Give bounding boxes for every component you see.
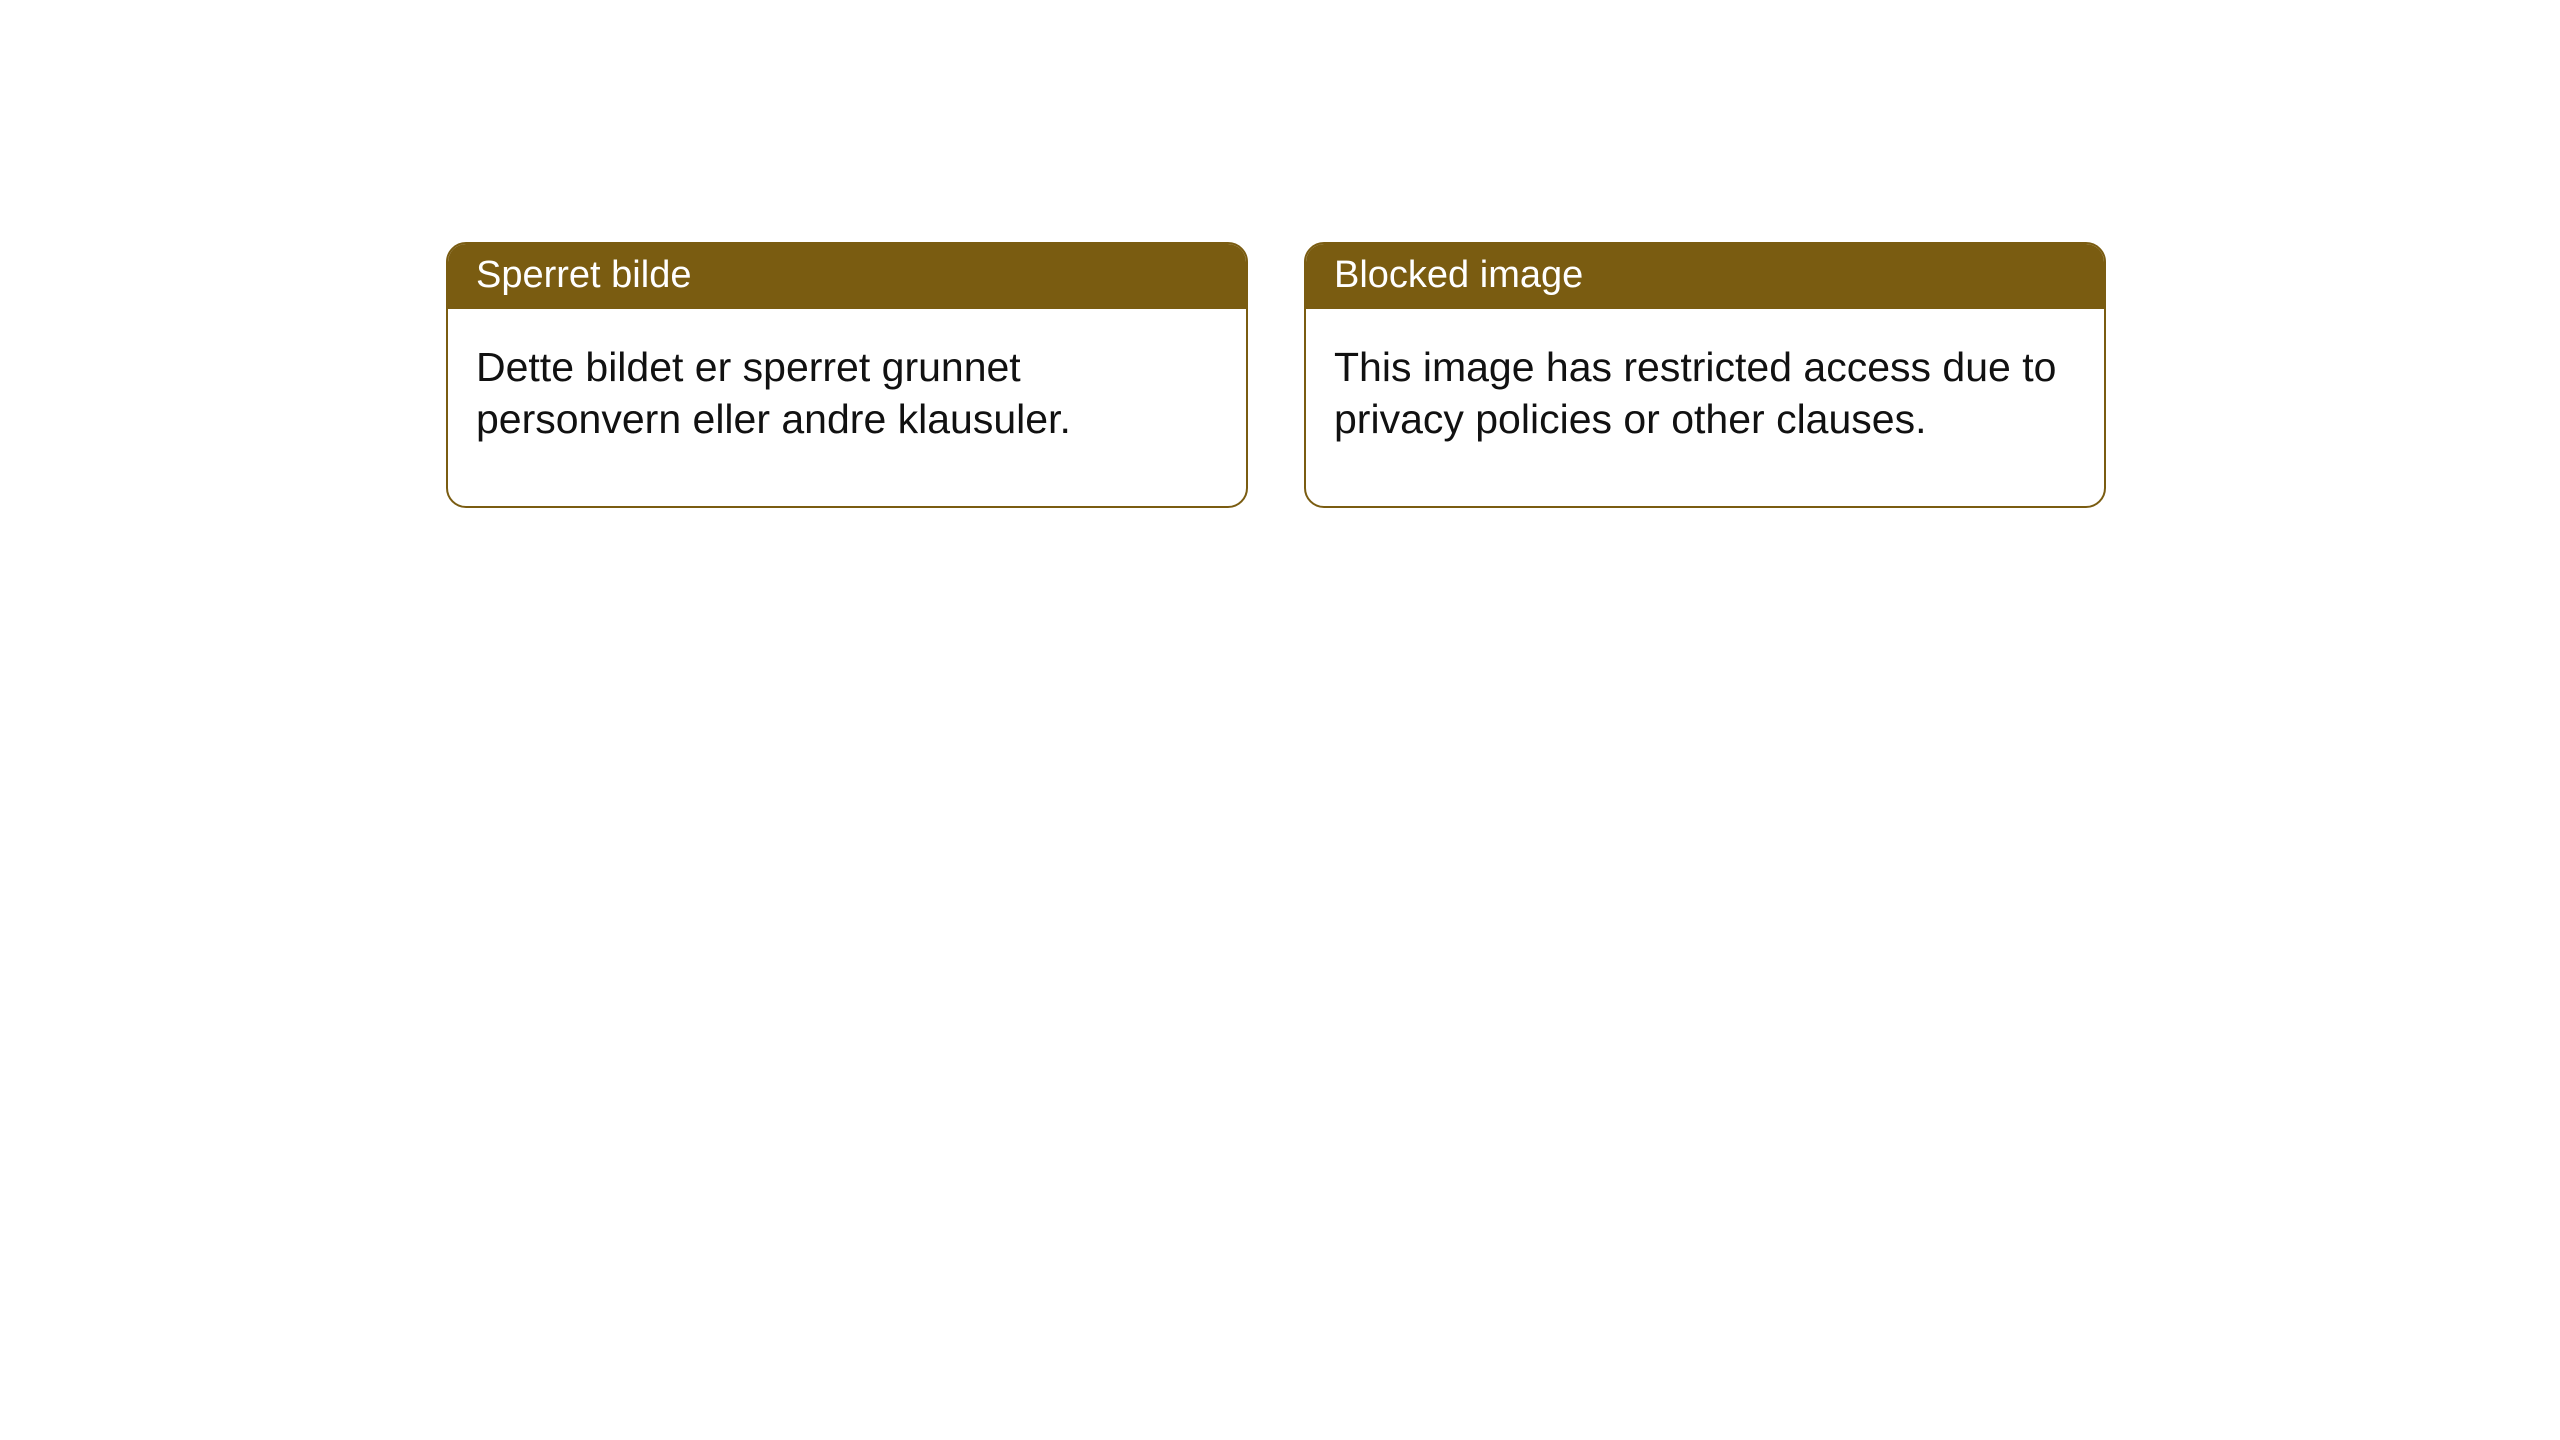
notice-card-norwegian: Sperret bilde Dette bildet er sperret gr… <box>446 242 1248 508</box>
notice-header-title: Sperret bilde <box>448 244 1246 309</box>
notice-body-text: Dette bildet er sperret grunnet personve… <box>448 309 1246 506</box>
notice-card-english: Blocked image This image has restricted … <box>1304 242 2106 508</box>
notice-body-text: This image has restricted access due to … <box>1306 309 2104 506</box>
notice-header-title: Blocked image <box>1306 244 2104 309</box>
notice-container: Sperret bilde Dette bildet er sperret gr… <box>446 242 2106 508</box>
